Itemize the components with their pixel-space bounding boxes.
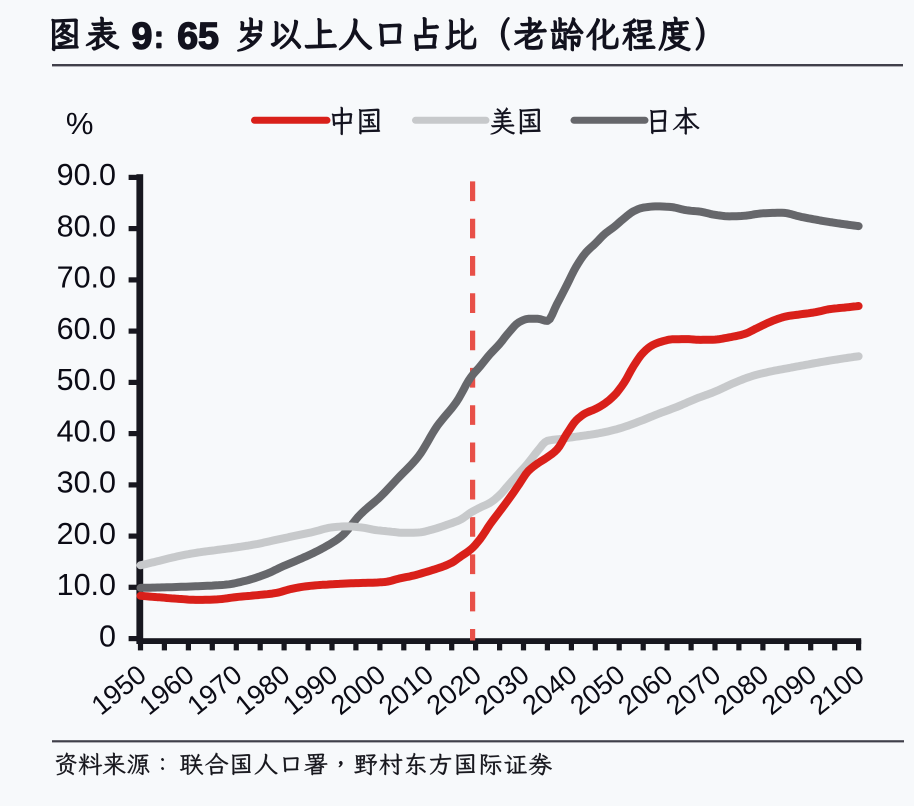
svg-text:%: % — [66, 106, 94, 141]
svg-text:40.0: 40.0 — [57, 414, 116, 448]
svg-text:10.0: 10.0 — [57, 568, 116, 602]
svg-text:90.0: 90.0 — [57, 158, 116, 192]
svg-text:70.0: 70.0 — [57, 261, 116, 295]
svg-text:20.0: 20.0 — [57, 517, 116, 551]
svg-text:80.0: 80.0 — [57, 209, 116, 243]
svg-text:60.0: 60.0 — [57, 312, 116, 346]
svg-text:50.0: 50.0 — [57, 363, 116, 397]
svg-text:0: 0 — [99, 619, 116, 653]
svg-text:30.0: 30.0 — [57, 466, 116, 500]
